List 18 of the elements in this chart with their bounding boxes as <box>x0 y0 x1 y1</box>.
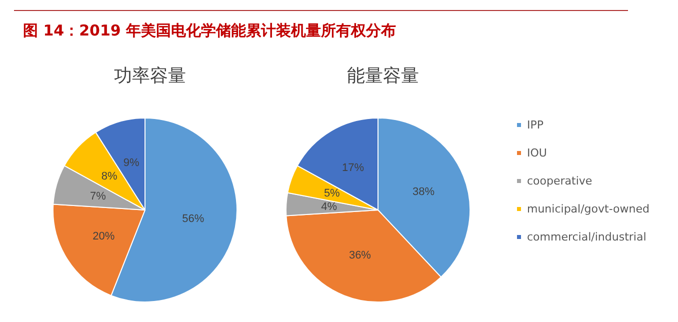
data-label: 56% <box>182 213 204 226</box>
data-label: 38% <box>412 186 435 198</box>
chart-subtitle: 功率容量 <box>114 66 186 86</box>
data-label: 4% <box>321 200 338 213</box>
chart-title: 图 14：2019 年美国电化学储能累计装机量所有权分布 <box>23 22 396 40</box>
data-label: 9% <box>123 156 140 169</box>
chart-subtitle: 能量容量 <box>347 66 419 86</box>
data-label: 7% <box>90 190 106 202</box>
data-label: 20% <box>92 230 115 242</box>
legend-label: IOU <box>527 146 547 160</box>
legend-label: IPP <box>527 118 544 132</box>
data-label: 5% <box>324 187 340 200</box>
data-label: 17% <box>342 162 364 174</box>
data-label: 8% <box>101 170 118 182</box>
legend-label: cooperative <box>527 174 592 188</box>
legend-label: commercial/industrial <box>527 230 646 244</box>
data-label: 36% <box>348 250 372 262</box>
legend-label: municipal/govt-owned <box>527 202 650 216</box>
